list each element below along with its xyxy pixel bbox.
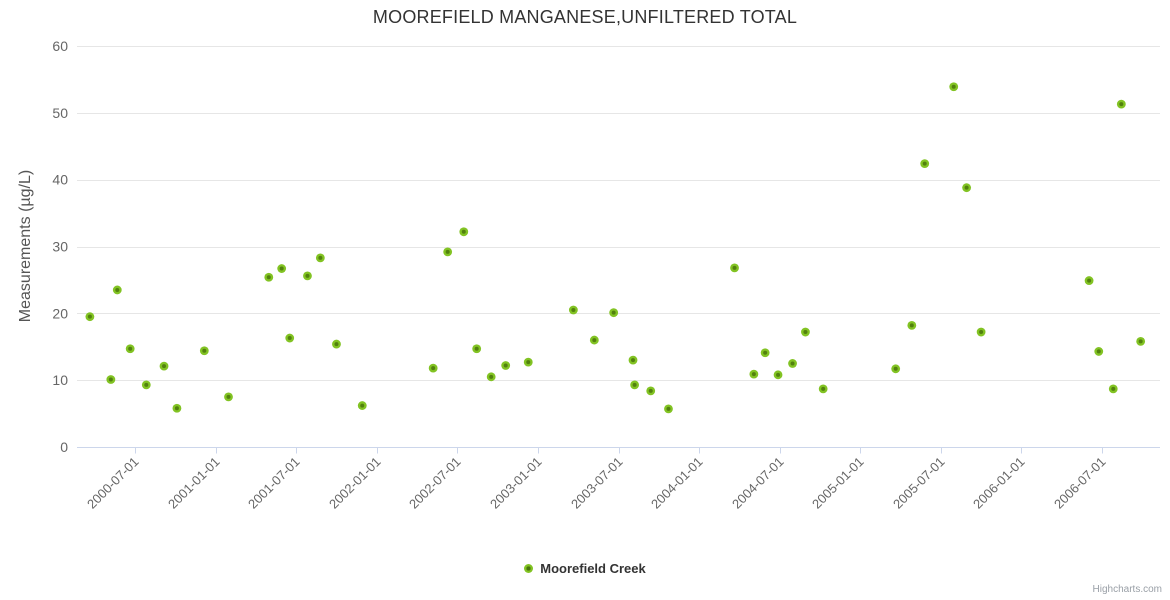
data-point[interactable] — [224, 392, 233, 402]
data-point[interactable] — [85, 312, 95, 322]
data-point[interactable] — [949, 82, 959, 92]
data-point[interactable] — [443, 247, 453, 257]
data-point[interactable] — [568, 305, 578, 315]
data-point[interactable] — [1136, 337, 1146, 346]
x-tick-label: 2003-01-01 — [487, 454, 545, 512]
data-point[interactable] — [112, 285, 122, 295]
data-point[interactable] — [1094, 347, 1104, 356]
data-point[interactable] — [962, 183, 972, 193]
legend: Moorefield Creek — [0, 561, 1170, 576]
y-tick-label: 0 — [60, 439, 68, 455]
chart-title: MOOREFIELD MANGANESE,UNFILTERED TOTAL — [372, 7, 798, 27]
data-point[interactable] — [459, 227, 469, 237]
data-point[interactable] — [891, 364, 901, 374]
data-point[interactable] — [106, 375, 116, 384]
data-point[interactable] — [315, 253, 325, 263]
data-point[interactable] — [630, 380, 640, 390]
data-point[interactable] — [646, 386, 656, 396]
data-point[interactable] — [976, 327, 986, 337]
data-point[interactable] — [125, 344, 135, 354]
data-point[interactable] — [264, 272, 274, 282]
data-point[interactable] — [664, 404, 673, 414]
data-point[interactable] — [303, 271, 312, 281]
legend-label: Moorefield Creek — [540, 561, 646, 576]
y-tick-label: 50 — [52, 105, 68, 121]
x-tick-label: 2005-07-01 — [890, 454, 948, 512]
x-tick-label: 2000-07-01 — [84, 454, 142, 512]
data-point[interactable] — [357, 401, 367, 410]
data-point[interactable] — [1108, 384, 1118, 394]
data-point[interactable] — [920, 159, 930, 169]
data-point[interactable] — [472, 344, 482, 354]
y-tick-label: 30 — [52, 239, 68, 255]
x-tick-label: 2005-01-01 — [809, 454, 867, 512]
x-tick-label: 2001-01-01 — [165, 454, 223, 512]
x-tick-label: 2002-01-01 — [326, 454, 384, 512]
legend-item-moorefield-creek[interactable]: Moorefield Creek — [524, 561, 646, 576]
data-point[interactable] — [628, 355, 638, 365]
data-point[interactable] — [486, 372, 496, 382]
x-tick-label: 2004-01-01 — [648, 454, 706, 512]
data-point[interactable] — [609, 308, 619, 318]
data-point[interactable] — [1084, 276, 1094, 285]
data-point[interactable] — [501, 361, 511, 370]
data-point[interactable] — [523, 357, 533, 367]
data-point[interactable] — [141, 380, 151, 390]
data-point[interactable] — [801, 327, 810, 337]
data-point[interactable] — [285, 333, 295, 343]
y-tick-label: 40 — [52, 172, 68, 188]
x-tick-label: 2006-07-01 — [1051, 454, 1109, 512]
x-tick-label: 2006-01-01 — [970, 454, 1028, 512]
data-point[interactable] — [159, 361, 169, 371]
data-point[interactable] — [749, 369, 759, 379]
data-point[interactable] — [199, 346, 209, 356]
data-point[interactable] — [172, 403, 182, 413]
legend-marker-icon — [524, 564, 534, 573]
y-tick-label: 10 — [52, 372, 68, 388]
x-tick-label: 2002-07-01 — [406, 454, 464, 512]
data-point[interactable] — [589, 335, 599, 345]
x-tick-label: 2003-07-01 — [568, 454, 626, 512]
data-point[interactable] — [760, 348, 770, 358]
data-point[interactable] — [730, 263, 739, 273]
data-point[interactable] — [773, 370, 783, 380]
x-tick-label: 2004-07-01 — [729, 454, 787, 512]
data-point[interactable] — [818, 384, 828, 394]
x-tick-label: 2001-07-01 — [245, 454, 303, 512]
data-point[interactable] — [332, 339, 341, 349]
y-tick-label: 20 — [52, 305, 68, 321]
data-point[interactable] — [428, 363, 438, 373]
highcharts-credit-link[interactable]: Highcharts.com — [1092, 584, 1162, 595]
data-point[interactable] — [277, 264, 287, 273]
data-point[interactable] — [788, 359, 797, 368]
data-point[interactable] — [907, 320, 917, 330]
data-point[interactable] — [1116, 99, 1126, 109]
y-tick-label: 60 — [52, 38, 68, 54]
